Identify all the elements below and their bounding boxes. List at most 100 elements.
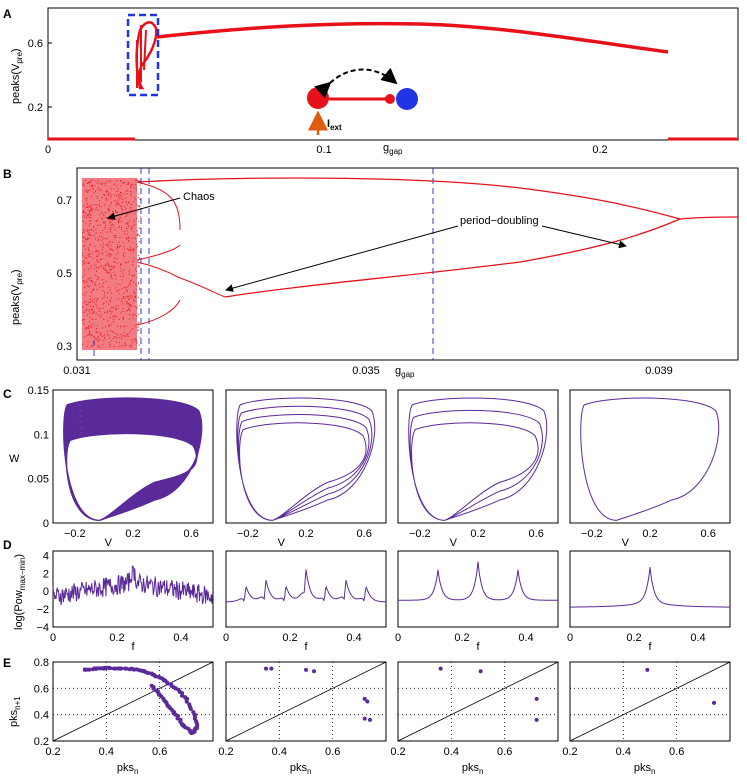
x-tick-label: 0.6 [529,528,544,540]
return-point [362,696,367,701]
return-map-curve [82,665,200,735]
panel-letter-c: C [3,387,12,401]
y-tick-label: 0.6 [28,38,43,50]
branch-period-1 [679,216,739,220]
x-tick-label: 0 [45,144,51,156]
highlight-box [126,13,160,97]
y-tick-label: 0.2 [28,102,43,114]
chaotic-scatter [82,179,141,349]
x-tick-label: 0.2 [109,632,124,644]
x-tick-label: 0.6 [669,746,684,758]
x-tick-label: −0.2 [64,528,86,540]
identity-line [52,661,214,742]
y-tick-label: 0.4 [34,710,49,722]
panel-letter-d: D [3,538,12,552]
return-point [184,696,189,701]
x-tick-label: 0.6 [357,528,372,540]
panel-b: B 0.7 0.5 0.3 0.031 0.035 0.039 peaks(Vp… [3,167,739,379]
panel-a: A 0.6 0.2 0 0.1 0.2 peaks(Vpre) ggap I [3,7,739,156]
power-spectrum [52,565,214,606]
phase-subplot-period-1: −0.2 0.2 0.6 V [569,389,731,549]
y-tick-label: 0.2 [34,736,49,748]
x-tick-label: 0.031 [63,365,91,377]
x-tick-label: 0.2 [626,632,641,644]
x-axis-label: pksn [290,762,312,776]
synapse-bouton-icon [385,94,395,104]
return-point [478,669,483,674]
return-point [157,692,162,697]
x-tick-label: 0.6 [184,528,199,540]
axes-frame [397,661,559,742]
axes-frame-a [47,7,739,141]
y-tick-label: 4 [43,550,49,562]
return-point [534,717,539,722]
axes-frame [569,389,731,524]
x-tick-label: 0.6 [325,746,340,758]
y-tick-labels-b: 0.7 0.5 0.3 [57,195,72,353]
x-tick-label: 0.2 [562,746,577,758]
identity-line [225,661,387,742]
x-tick-label: 0.2 [592,144,607,156]
y-tick-label: 0.3 [57,341,72,353]
return-map-period-2: 0.2 0.4 0.6 pksn [390,661,559,776]
x-tick-label: 0.4 [99,746,114,758]
y-tick-label: 0.05 [28,474,49,486]
return-point [131,667,135,672]
x-tick-label: 0.2 [125,528,140,540]
x-tick-label: 0.2 [642,528,657,540]
axes-frame [225,661,387,742]
phase-trajectory [580,397,720,521]
chaos-points [82,179,141,349]
iext-label: Iext [327,118,342,132]
phase-subplot-chaos: −0.2 0.2 0.6 V 0 0.05 0.1 0.15 [28,385,214,549]
axes-frame [52,389,214,524]
branch-period-2-lower [224,218,681,298]
branch-period-2-upper [136,177,681,220]
chaotic-band [82,178,137,350]
x-tick-label: 0 [223,632,229,644]
gap-junction-arrow [314,67,398,99]
return-map-period-4: 0.2 0.4 0.6 pksn [218,661,387,776]
x-tick-label: 0.4 [690,632,705,644]
x-tick-label: 0.6 [152,746,167,758]
return-point [438,666,443,671]
return-point [264,666,268,671]
y-axis-label-a: peaks(Vpre) [10,48,24,104]
return-map-chaos: 0.2 0.4 0.6 pksn 0.2 0.4 0.6 0.8 [34,657,214,776]
series-period-1-branch [156,21,669,54]
x-tick-label: −0.2 [409,528,431,540]
return-point [165,703,170,708]
power-spectrum [225,569,387,603]
y-tick-label: −2 [36,604,49,616]
x-tick-label: 0.4 [616,746,631,758]
return-point [117,666,122,671]
return-point [365,699,370,704]
return-point [163,678,167,683]
return-point [181,723,186,728]
x-axis-label: f [476,641,480,653]
period-doubling-annotation: period−doubling [460,215,539,227]
y-tick-labels-a: 0.6 0.2 [28,38,52,114]
axes-frame [225,550,387,628]
return-point [534,696,539,701]
return-point [368,717,372,722]
x-tick-label: 0 [50,632,56,644]
pre-neuron-icon [307,87,329,109]
x-axis-label-b: ggap [395,365,415,379]
x-tick-label: 0.2 [390,746,405,758]
y-axis-label-e: pksn+1 [8,696,22,727]
return-point [141,669,146,674]
y-axis-label-b: peaks(Vpre) [10,269,24,325]
return-point [312,669,316,674]
return-point [83,667,87,672]
x-axis-label: f [304,641,308,653]
x-tick-label: 0.2 [454,632,469,644]
spectrum-subplot-period-2: 0 0.2 0.4 f [395,550,559,653]
x-axis-label: f [648,641,652,653]
axes-frame-b [76,167,739,361]
return-map-period-1: 0.2 0.4 0.6 pksn [562,661,731,776]
y-tick-label: 0.15 [28,385,49,397]
axes-frame [397,550,559,628]
phase-trajectory [236,397,376,521]
